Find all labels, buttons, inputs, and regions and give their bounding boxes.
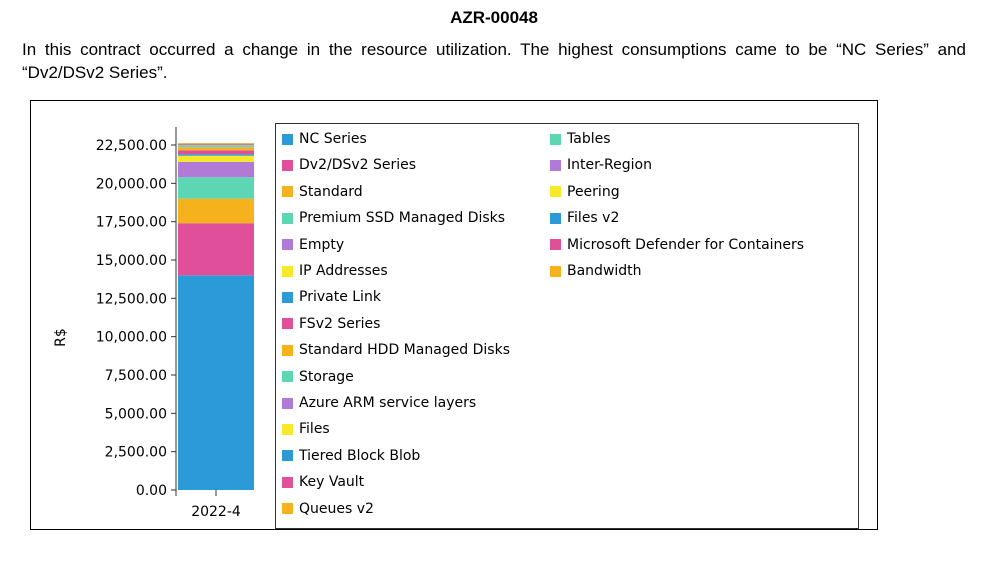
legend-item: Tiered Block Blob xyxy=(282,445,420,467)
bar-segment xyxy=(178,143,254,144)
document-title: AZR-00048 xyxy=(450,8,538,27)
legend-item: Tables xyxy=(550,128,611,150)
bar-segment xyxy=(178,275,254,490)
legend-label: Private Link xyxy=(299,289,381,306)
legend-label: Files xyxy=(299,421,330,438)
legend-label: FSv2 Series xyxy=(299,315,381,332)
legend-swatch xyxy=(282,186,293,198)
bar-segment xyxy=(178,144,254,145)
legend-label: Standard HDD Managed Disks xyxy=(299,342,510,359)
legend-swatch xyxy=(282,397,293,409)
legend-item: Queues v2 xyxy=(282,498,374,520)
legend-swatch xyxy=(282,344,293,356)
legend-swatch xyxy=(282,159,293,171)
legend-swatch xyxy=(282,239,293,251)
legend-item: Premium SSD Managed Disks xyxy=(282,207,505,229)
legend-item: Private Link xyxy=(282,286,381,308)
bar-segment xyxy=(178,146,254,148)
bar-segment xyxy=(178,154,254,156)
legend-label: Tiered Block Blob xyxy=(299,447,421,464)
legend-label: Tables xyxy=(567,131,611,147)
legend-label: NC Series xyxy=(299,131,367,147)
y-tick-label: 0.00 xyxy=(136,483,167,499)
legend-swatch xyxy=(282,265,293,277)
bar-segment xyxy=(178,223,254,276)
legend-label: Standard xyxy=(299,183,363,200)
legend-swatch xyxy=(282,423,293,435)
document-paragraph: In this contract occurred a change in th… xyxy=(22,40,966,82)
legend-label: Storage xyxy=(299,368,354,385)
legend-item: Standard HDD Managed Disks xyxy=(282,339,510,361)
bar-segment xyxy=(178,145,254,147)
legend-swatch xyxy=(550,239,561,251)
y-tick-label: 15,000.00 xyxy=(96,253,167,269)
bar-segment xyxy=(178,147,254,151)
bar-segment xyxy=(178,161,254,178)
legend-swatch xyxy=(282,371,293,383)
bar-segment xyxy=(178,198,254,224)
legend-swatch xyxy=(282,212,293,224)
y-tick-label: 22,500.00 xyxy=(96,138,167,154)
bar-segment xyxy=(178,155,254,162)
bar-segment xyxy=(178,150,254,155)
legend-swatch xyxy=(550,186,561,198)
legend-item: Storage xyxy=(282,366,354,388)
legend-label: IP Addresses xyxy=(299,263,388,279)
legend-item: Files xyxy=(282,418,330,440)
legend-item: IP Addresses xyxy=(282,260,388,282)
legend-item: Standard xyxy=(282,181,363,203)
y-tick-label: 7,500.00 xyxy=(105,368,167,384)
bar-segment xyxy=(178,177,254,199)
legend-swatch xyxy=(282,133,293,145)
legend-swatch xyxy=(282,476,293,488)
legend-label: Key Vault xyxy=(299,474,365,491)
y-tick-label: 12,500.00 xyxy=(96,291,167,307)
legend-swatch xyxy=(550,265,561,277)
legend-label: Inter-Region xyxy=(567,157,652,174)
legend-label: Bandwidth xyxy=(567,263,642,279)
legend-label: Microsoft Defender for Containers xyxy=(567,236,805,253)
legend-swatch xyxy=(282,450,293,462)
legend-item: FSv2 Series xyxy=(282,313,380,335)
legend-swatch xyxy=(550,133,561,145)
legend-item: Microsoft Defender for Containers xyxy=(550,234,804,256)
legend-label: Dv2/DSv2 Series xyxy=(299,157,417,174)
chart-legend: NC Series Dv2/DSv2 Series Standard Premium … xyxy=(275,123,859,529)
legend-swatch xyxy=(282,291,293,303)
legend-label: Premium SSD Managed Disks xyxy=(299,210,506,227)
legend-label: Queues v2 xyxy=(299,500,374,517)
bar-segment xyxy=(178,144,254,146)
legend-swatch xyxy=(550,212,561,224)
legend-item: Files v2 xyxy=(550,207,619,229)
legend-label: Files v2 xyxy=(567,210,620,227)
legend-swatch xyxy=(550,159,561,171)
legend-item: Bandwidth xyxy=(550,260,642,282)
y-tick-label: 17,500.00 xyxy=(96,215,167,231)
y-tick-label: 10,000.00 xyxy=(96,330,167,346)
legend-item: Key Vault xyxy=(282,471,364,493)
stacked-bar-chart: 0.00 2,500.00 5,000.00 7,500.00 10,000.00 12,… xyxy=(53,127,254,520)
x-tick-label: 2022-4 xyxy=(191,504,241,520)
legend-item: Azure ARM service layers xyxy=(282,392,476,414)
legend-label: Empty xyxy=(299,236,345,253)
legend-item: Peering xyxy=(550,181,620,203)
legend-item: Dv2/DSv2 Series xyxy=(282,154,416,176)
legend-label: Peering xyxy=(567,183,620,200)
legend-item: Empty xyxy=(282,234,344,256)
y-tick-label: 5,000.00 xyxy=(105,406,167,422)
legend-item: NC Series xyxy=(282,128,367,150)
legend-swatch xyxy=(282,503,293,515)
legend-label: Azure ARM service layers xyxy=(299,395,477,411)
y-tick-label: 20,000.00 xyxy=(96,176,167,192)
chart-figure: 0.00 2,500.00 5,000.00 7,500.00 10,000.00 12,… xyxy=(30,100,878,530)
legend-swatch xyxy=(282,318,293,330)
y-tick-label: 2,500.00 xyxy=(105,445,167,461)
legend-item: Inter-Region xyxy=(550,154,652,176)
y-axis-label: R$ xyxy=(53,328,69,347)
